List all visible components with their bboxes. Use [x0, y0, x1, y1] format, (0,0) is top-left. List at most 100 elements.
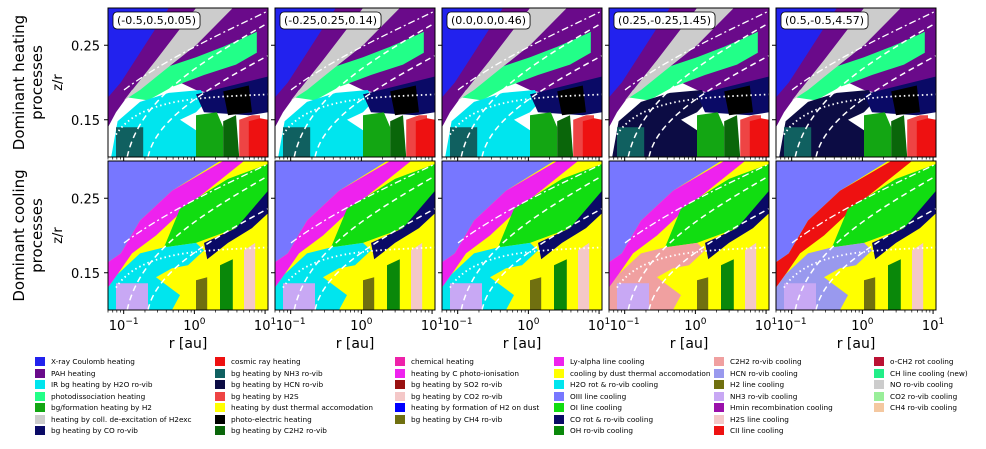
legend-swatch: [714, 357, 724, 366]
axes-frame: [274, 160, 436, 311]
x-axis-label: r [au]: [169, 336, 208, 352]
x-tick-label: 10−1: [610, 317, 640, 334]
region: [461, 31, 591, 101]
legend-swatch: [554, 426, 564, 435]
region: [116, 127, 144, 157]
region: [204, 190, 268, 260]
region: [724, 85, 753, 116]
legend-label: cosmic ray heating: [231, 357, 301, 366]
y-tick-label: 0.15: [71, 114, 100, 129]
panel-cooling-4: [609, 161, 769, 310]
legend-swatch: [35, 368, 45, 378]
cooling-legend-item: CO rot & ro-vib cooling: [554, 414, 653, 425]
region: [196, 277, 208, 310]
region: [248, 118, 268, 157]
panel-cooling-5: [776, 161, 936, 310]
contour-dashed: [794, 22, 936, 157]
legend-label: photo-electric heating: [231, 414, 312, 424]
contour-dashdot: [791, 10, 936, 91]
x-tick-label: 101: [421, 317, 443, 334]
contour-dashdot: [123, 163, 268, 244]
panel-title-box: [780, 11, 869, 30]
legend-label: H2 line cooling: [730, 380, 785, 389]
legend-swatch: [714, 403, 724, 412]
panel-cooling-2: [275, 161, 435, 310]
region: [442, 8, 503, 98]
panel-cooling-1: [108, 161, 268, 310]
legend-label: bg heating by HCN ro-vib: [231, 380, 324, 389]
contour-dashed: [648, 208, 769, 310]
legend-swatch: [554, 368, 564, 378]
legend-swatch: [215, 391, 225, 401]
legend-swatch: [215, 403, 225, 412]
legend-swatch: [554, 403, 564, 412]
contour-dashdot: [290, 10, 435, 91]
cooling-legend-item: Ly-alpha line cooling: [554, 356, 645, 367]
legend-swatch: [215, 414, 225, 424]
contour-dashdot: [624, 10, 769, 91]
x-tick-label: 100: [684, 317, 707, 334]
legend-swatch: [35, 357, 45, 366]
legend-label: NO ro-vib cooling: [890, 380, 953, 389]
heating-legend-item: PAH heating: [35, 368, 95, 379]
legend-label: CH line cooling (new): [890, 368, 968, 378]
legend-swatch: [395, 380, 405, 389]
region: [795, 31, 925, 101]
legend-label: bg heating by C2H2 ro-vib: [231, 426, 327, 435]
legend-label: bg heating by NH3 ro-vib: [231, 368, 323, 378]
cooling-legend-item: OH ro-vib cooling: [554, 425, 633, 436]
legend-swatch: [35, 414, 45, 424]
heating-legend-item: bg heating by CH4 ro-vib: [395, 414, 502, 425]
contour-dashed: [815, 208, 936, 310]
x-tick-label: 10−1: [443, 317, 473, 334]
heating-legend-item: photodissociation heating: [35, 391, 145, 402]
region: [554, 259, 567, 310]
region: [582, 118, 602, 157]
heating-legend-item: photo-electric heating: [215, 414, 312, 425]
heating-legend-item: heating by formation of H2 on dust: [395, 402, 539, 413]
region: [628, 31, 758, 101]
legend-swatch: [35, 403, 45, 412]
contour-dashdot: [624, 163, 769, 244]
legend-label: bg heating by H2S: [231, 391, 299, 401]
contour-dotted: [115, 93, 268, 136]
x-axis-label: r [au]: [503, 336, 542, 352]
legend-swatch: [35, 391, 45, 401]
region: [108, 161, 220, 263]
region: [705, 190, 769, 260]
legend-swatch: [215, 380, 225, 389]
heating-legend-item: bg/formation heating by H2: [35, 402, 152, 413]
legend-label: cooling by dust thermal accomodation: [570, 368, 711, 378]
region: [442, 161, 554, 263]
row-label: Dominant coolingprocesses: [10, 169, 46, 301]
panel-title: (0.0,0.0,0.46): [451, 14, 526, 27]
legend-swatch: [215, 426, 225, 435]
legend-label: heating by dust thermal accomodation: [231, 403, 373, 412]
panel-title: (-0.5,0.5,0.05): [117, 14, 196, 27]
legend-label: X-ray Coulomb heating: [51, 357, 135, 366]
legend-swatch: [874, 357, 884, 366]
legend-swatch: [395, 368, 405, 378]
contour-dashed: [293, 175, 435, 310]
region: [832, 164, 936, 248]
axes-frame: [107, 7, 269, 158]
cooling-legend-item: H2O rot & ro-vib cooling: [554, 379, 658, 390]
legend-label: CII line cooling: [730, 426, 784, 435]
region: [283, 283, 315, 310]
panel-title: (0.5,-0.5,4.57): [785, 14, 864, 27]
panel-cooling-3: [442, 161, 602, 310]
heating-legend-item: bg heating by CO ro-vib: [35, 425, 138, 436]
region: [390, 115, 407, 157]
y-tick-label: 0.15: [71, 267, 100, 282]
region: [390, 85, 419, 116]
panel-heating-5: [776, 8, 936, 157]
cooling-legend-item: OIII line cooling: [554, 391, 626, 402]
region: [450, 283, 482, 310]
legend-label: o-CH2 rot cooling: [890, 357, 954, 366]
legend-swatch: [395, 403, 405, 412]
legend-label: Ly-alpha line cooling: [570, 357, 645, 366]
contour-dashed: [147, 208, 268, 310]
x-tick-label: 10−1: [276, 317, 306, 334]
legend-label: bg heating by CH4 ro-vib: [411, 414, 503, 424]
